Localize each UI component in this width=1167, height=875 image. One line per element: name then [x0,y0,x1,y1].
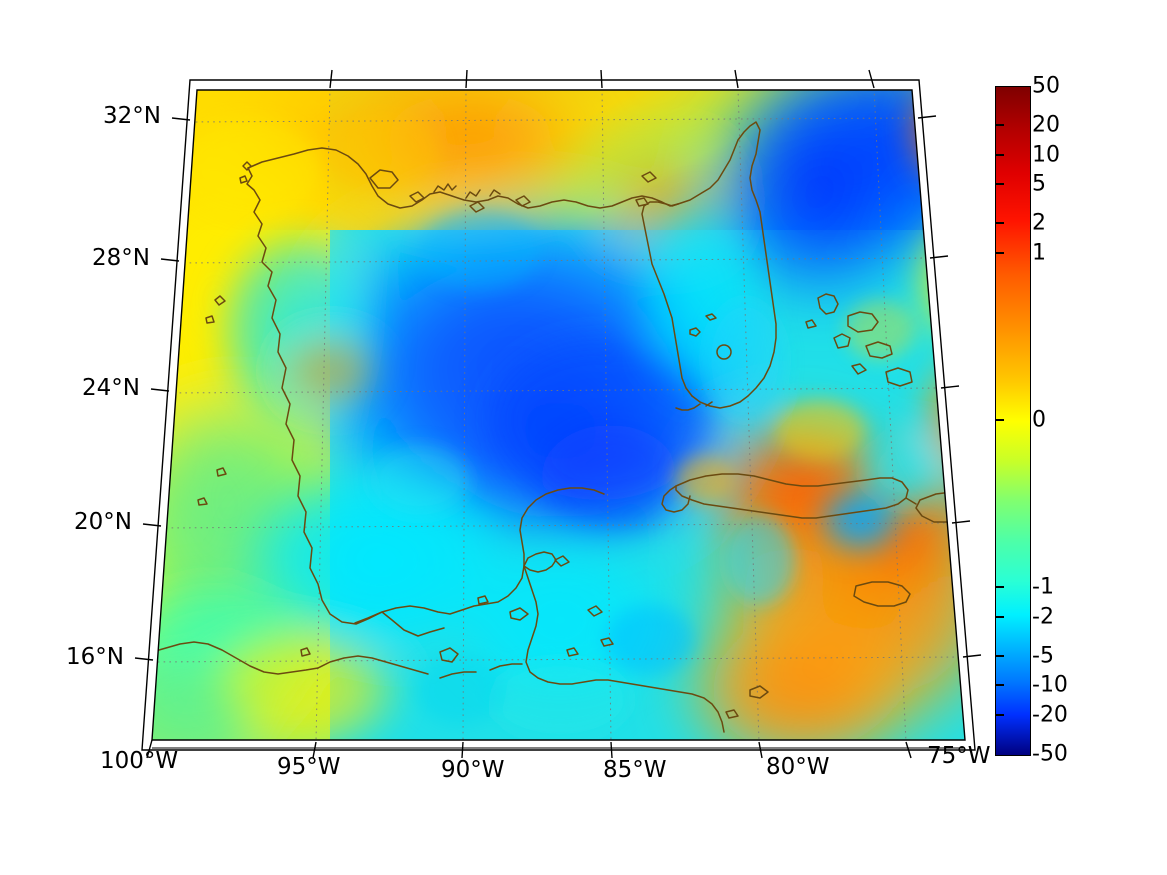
graticule-gridlines [152,90,964,740]
right-axis-ticks [917,115,982,658]
x-tick-label-5: 75°W [927,743,991,769]
colorbar[interactable] [995,86,1031,756]
colorbar-label-neg20: -20 [1032,702,1068,728]
colorbar-label-10: 10 [1032,142,1060,168]
colorbar-label-neg50: -50 [1032,741,1068,767]
map-canvas [134,69,982,759]
colorbar-label-5: 5 [1032,171,1046,197]
top-axis-ticks [329,69,875,89]
colorbar-label-2: 2 [1032,210,1046,236]
map-plot-area: 100°W 95°W 90°W 85°W 80°W 75°W 32°N 28°N… [66,69,991,783]
colorbar-tick-2 [995,153,1004,156]
anomaly-raster-field [152,90,965,740]
colorbar-label-0: 0 [1032,407,1046,433]
colorbar-tick-8 [995,615,1004,618]
colorbar-tick-10 [995,684,1004,687]
colorbar-tick-7 [995,586,1004,588]
colorbar-tick-6 [995,419,1004,421]
x-tick-label-3: 85°W [603,757,667,783]
colorbar-tick-1 [995,124,1004,127]
y-tick-label-4: 16°N [66,644,124,670]
colorbar-label-neg2: -2 [1032,604,1054,630]
colorbar-label-20: 20 [1032,112,1060,138]
y-tick-label-0: 32°N [103,103,161,129]
x-tick-label-2: 90°W [441,757,505,783]
colorbar-tick-3 [995,183,1004,186]
colorbar-label-neg5: -5 [1032,643,1054,669]
y-tick-label-3: 20°N [74,509,132,535]
colorbar-label-50: 50 [1032,73,1060,99]
colorbar-label-neg10: -10 [1032,672,1068,698]
colorbar-label-1: 1 [1032,240,1046,266]
colorbar-tick-4 [995,222,1004,225]
coastline-paths [152,121,965,733]
x-tick-label-0: 100°W [100,748,179,774]
colorbar-tick-5 [995,252,1004,254]
colorbar-tick-11 [995,713,1004,716]
x-tick-label-1: 95°W [277,754,341,780]
y-tick-label-2: 24°N [82,375,140,401]
y-axis-ticks [134,117,191,661]
colorbar-gradient [996,87,1030,755]
y-tick-label-1: 28°N [92,245,150,271]
x-tick-label-4: 80°W [766,754,830,780]
map-frame [141,79,976,751]
colorbar-label-neg1: -1 [1032,574,1054,600]
x-axis-ticks [146,739,965,759]
colorbar-tick-9 [995,654,1004,657]
